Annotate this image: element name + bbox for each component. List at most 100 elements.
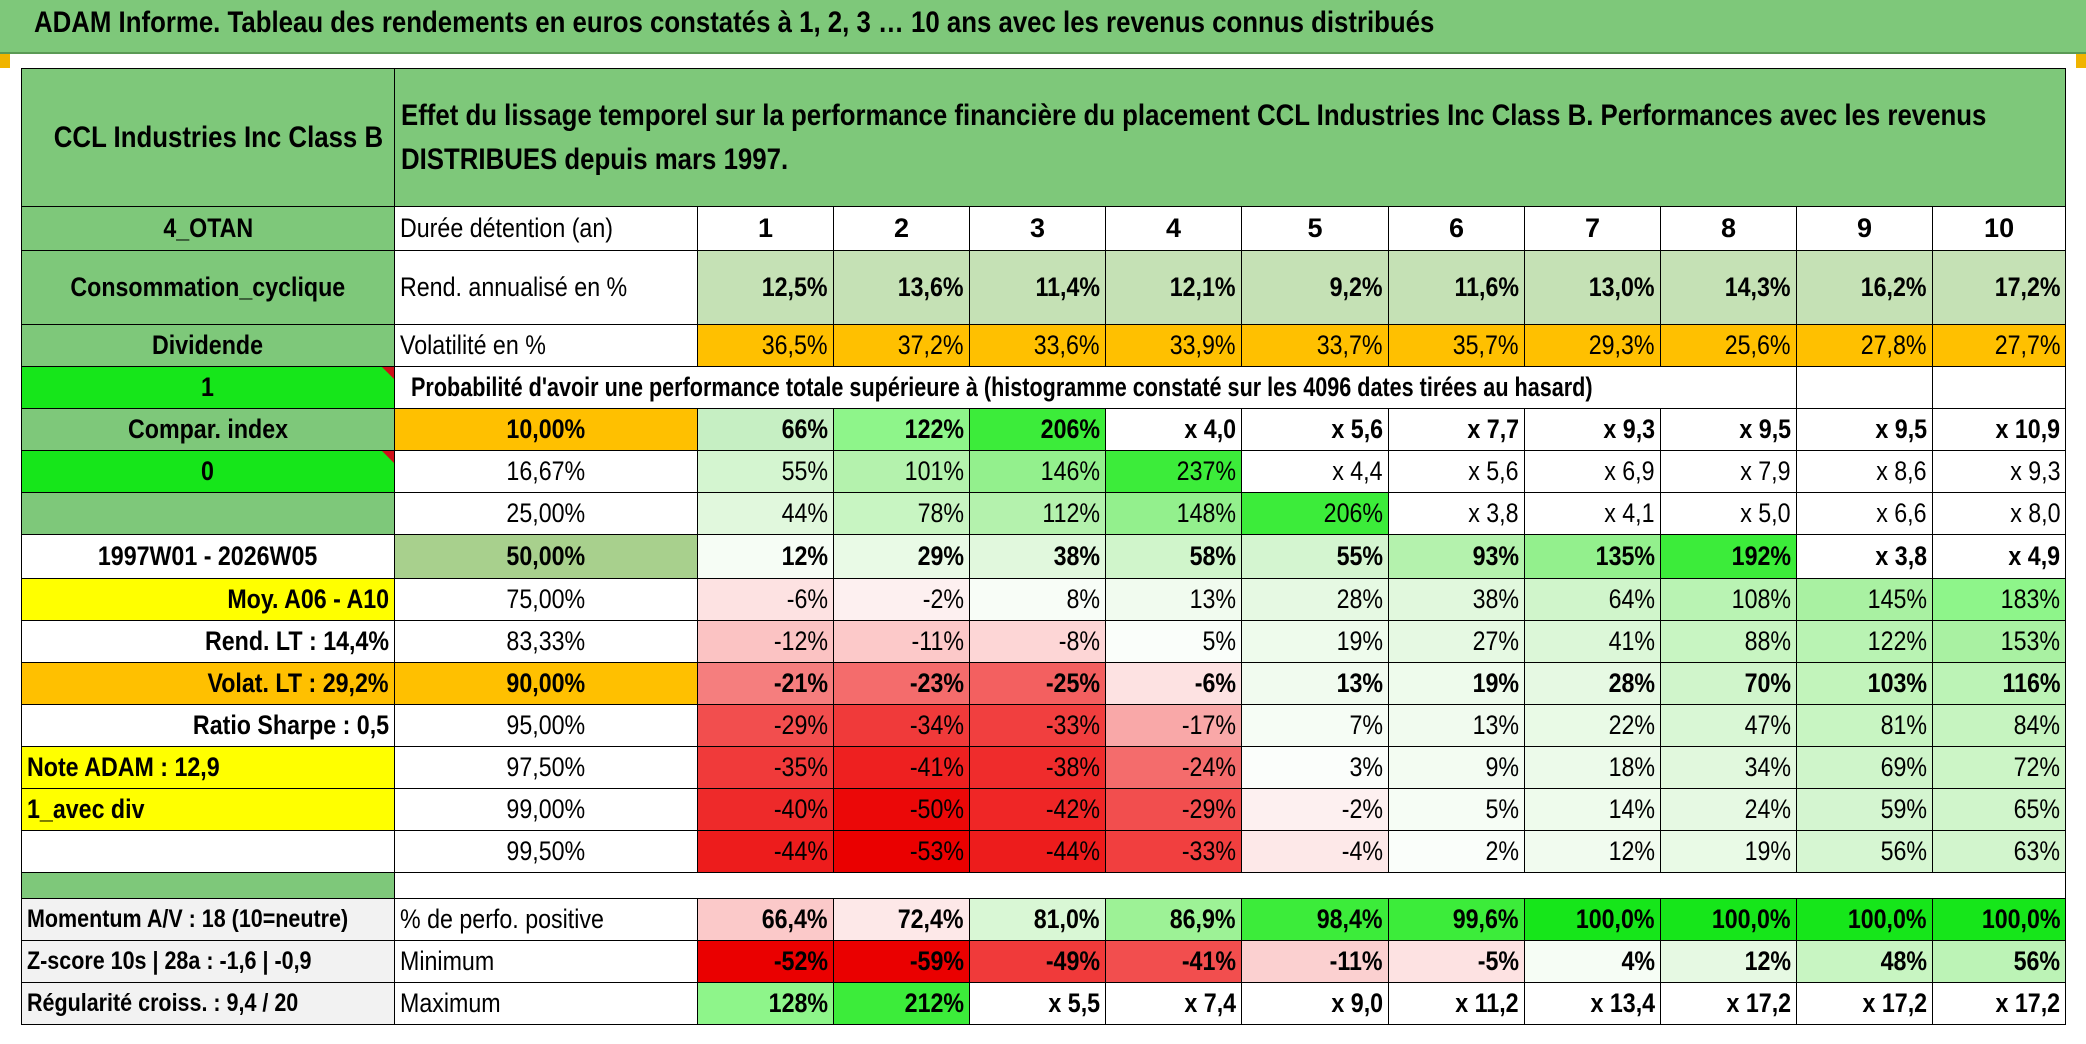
- probability-value: -53%: [833, 830, 970, 873]
- probability-row: Rend. LT : 14,4% 83,33% -12% -11% -8% 5% 19% 27…: [21, 620, 2067, 663]
- probability-value: 5%: [1388, 788, 1525, 831]
- probability-value: 13%: [1105, 578, 1242, 621]
- probability-value: x 8,6: [1796, 450, 1933, 493]
- note-adam-label: Note ADAM : 12,9: [27, 751, 220, 782]
- period-label: 1997W01 - 2026W05: [98, 540, 318, 571]
- perfo_pos-label: % de perfo. positive: [400, 903, 604, 934]
- perfo_pos-value: 98,4%: [1241, 898, 1389, 941]
- performance-table: CCL Industries Inc Class B Effet du liss…: [21, 68, 2067, 1025]
- spacer-cell: [393, 872, 2067, 899]
- regularite-label: Régularité croiss. : 9,4 / 20: [27, 988, 299, 1017]
- annual-return-value: 12,5%: [697, 250, 834, 325]
- probability-value: -24%: [1105, 746, 1242, 789]
- sharpe-label: Ratio Sharpe : 0,5: [192, 709, 389, 740]
- empty-cell: [1931, 366, 2067, 409]
- type-label: Dividende: [152, 329, 264, 360]
- perfo_pos-value: 72,4%: [833, 898, 970, 941]
- probability-value: 7%: [1241, 704, 1389, 747]
- probability-value: 24%: [1660, 788, 1797, 831]
- probability-value: x 4,9: [1931, 534, 2067, 579]
- positive-perf-row: Momentum A/V : 18 (10=neutre) % de perfo.…: [21, 898, 2067, 941]
- probability-value: 18%: [1524, 746, 1661, 789]
- minimum-value: -49%: [969, 940, 1106, 983]
- probability-value: 122%: [833, 408, 970, 451]
- probability-value: 88%: [1660, 620, 1797, 663]
- probability-value: x 8,0: [1931, 492, 2067, 535]
- minimum-row: Z-score 10s | 28a : -1,6 | -0,9 Minimum -5…: [21, 940, 2067, 983]
- year-label: 1: [757, 212, 774, 243]
- probability-value: 84%: [1931, 704, 2067, 747]
- probability-row: 1_avec div 99,00% -40% -50% -42% -29% -2% 5% 14%…: [21, 788, 2067, 831]
- year-cell: 1: [697, 206, 834, 251]
- probability-value: x 3,8: [1796, 534, 1933, 579]
- annual-return-label: Rend. annualisé en %: [400, 271, 628, 302]
- probability-value: 148%: [1105, 492, 1242, 535]
- type-cell: Dividende: [21, 324, 395, 367]
- year-cell: 9: [1796, 206, 1933, 251]
- report-title: ADAM Informe. Tableau des rendements en …: [34, 6, 1435, 39]
- volatility-value: 33,9%: [1105, 324, 1242, 367]
- fund-name-cell: CCL Industries Inc Class B: [21, 68, 395, 207]
- probability-row: 99,50% -44% -53% -44% -33% -4% 2% 12% 19% 56% 63%: [21, 830, 2067, 873]
- report-banner: ADAM Informe. Tableau des rendements en …: [0, 0, 2086, 54]
- minimum-label-cell: Minimum: [394, 940, 698, 983]
- volatility-value: 37,2%: [833, 324, 970, 367]
- year-label: 2: [893, 212, 910, 243]
- period-cell: 1997W01 - 2026W05: [21, 534, 395, 579]
- perfo_pos-value: 100,0%: [1796, 898, 1933, 941]
- minimum-value: -59%: [833, 940, 970, 983]
- probability-value: x 9,3: [1524, 408, 1661, 451]
- probability-value: 72%: [1931, 746, 2067, 789]
- annual-return-row: Consommation_cyclique Rend. annualisé en…: [21, 250, 2067, 325]
- probability-row: Ratio Sharpe : 0,5 95,00% -29% -34% -33% -17%…: [21, 704, 2067, 747]
- probability-value: -42%: [969, 788, 1106, 831]
- probability-value: -35%: [697, 746, 834, 789]
- probability-value: -25%: [969, 662, 1106, 705]
- avec-div-label: 1_avec div: [27, 793, 145, 824]
- probability-value: -34%: [833, 704, 970, 747]
- empty-green-cell: [21, 492, 395, 535]
- probability-value: 122%: [1796, 620, 1933, 663]
- comment-marker-icon: [382, 451, 394, 463]
- probability-value: -2%: [1241, 788, 1389, 831]
- avec-div-cell: 1_avec div: [21, 788, 395, 831]
- probability-value: 78%: [833, 492, 970, 535]
- volatility-value: 33,6%: [969, 324, 1106, 367]
- probability-value: 19%: [1388, 662, 1525, 705]
- zscore-cell: Z-score 10s | 28a : -1,6 | -0,9: [21, 940, 395, 983]
- probability-value: 28%: [1524, 662, 1661, 705]
- probability-value: 44%: [697, 492, 834, 535]
- probability-value: 112%: [969, 492, 1106, 535]
- header-row: CCL Industries Inc Class B Effet du liss…: [21, 68, 2067, 207]
- probability-value: 103%: [1796, 662, 1933, 705]
- annual-return-value: 16,2%: [1796, 250, 1933, 325]
- year-cell: 10: [1931, 206, 2067, 251]
- probability-value: 206%: [1241, 492, 1389, 535]
- probability-level: 25,00%: [394, 492, 698, 535]
- sharpe-cell: Ratio Sharpe : 0,5: [21, 704, 395, 747]
- code-label: 4_OTAN: [163, 212, 253, 243]
- perfo_pos-value: 81,0%: [969, 898, 1106, 941]
- maximum-value: 212%: [833, 982, 970, 1025]
- probability-value: 93%: [1388, 534, 1525, 579]
- year-label: 5: [1307, 212, 1323, 243]
- perfo_pos-value: 100,0%: [1524, 898, 1661, 941]
- maximum-value: x 11,2: [1388, 982, 1525, 1025]
- probability-level: 97,50%: [394, 746, 698, 789]
- probability-value: x 5,0: [1660, 492, 1797, 535]
- probability-value: 59%: [1796, 788, 1933, 831]
- probability-level: 99,50%: [394, 830, 698, 873]
- empty-cell: [21, 830, 395, 873]
- annual-return-value: 13,6%: [833, 250, 970, 325]
- one-label: 1: [201, 371, 215, 402]
- year-label: 6: [1448, 212, 1465, 243]
- sector-cell: Consommation_cyclique: [21, 250, 395, 325]
- zscore-label: Z-score 10s | 28a : -1,6 | -0,9: [27, 946, 312, 975]
- volatility-row: Dividende Volatilité en % 36,5% 37,2% 33…: [21, 324, 2067, 367]
- volatility-value: 27,8%: [1796, 324, 1933, 367]
- compar-index-cell: Compar. index: [21, 408, 395, 451]
- volat-lt-cell: Volat. LT : 29,2%: [21, 662, 395, 705]
- probability-value: -6%: [1105, 662, 1242, 705]
- volatility-value: 29,3%: [1524, 324, 1661, 367]
- probability-value: x 7,9: [1660, 450, 1797, 493]
